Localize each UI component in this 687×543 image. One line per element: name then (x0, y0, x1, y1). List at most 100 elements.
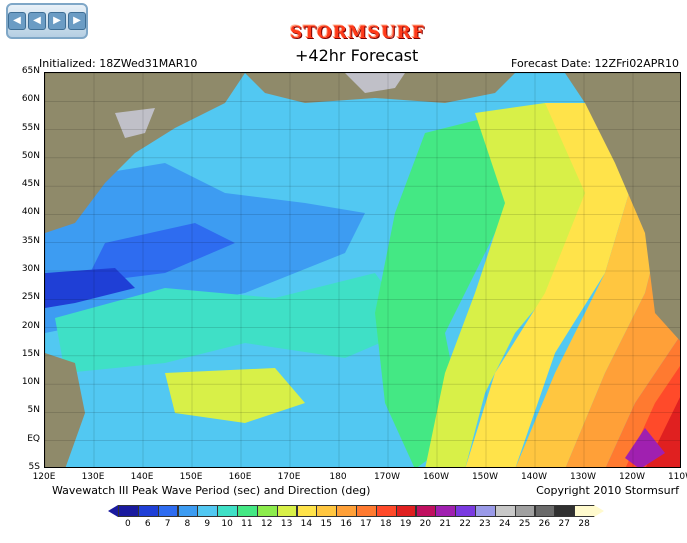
scale-label: 22 (459, 519, 471, 529)
scale-swatch (316, 505, 338, 517)
longitude-label: 170E (277, 472, 301, 482)
scale-swatch (157, 505, 179, 517)
scale-label: 6 (144, 519, 151, 529)
scale-swatch (415, 505, 437, 517)
latitude-label: 30N (21, 264, 40, 274)
ice-arctic (345, 73, 405, 93)
latitude-label: 35N (21, 235, 40, 246)
longitude-label: 160E (228, 472, 252, 482)
map-canvas (45, 73, 680, 467)
land-north-america (565, 73, 680, 341)
latitude-label: 60N (21, 94, 40, 105)
scale-label: 15 (320, 519, 332, 529)
latitude-label: 5N (27, 405, 40, 416)
scale-swatch (435, 505, 457, 517)
region-15s (515, 103, 665, 467)
scale-swatch (197, 505, 219, 517)
scale-label: 27 (558, 519, 570, 529)
scale-swatch (475, 505, 496, 517)
scale-swatch (296, 505, 318, 517)
scale-label: 17 (360, 519, 372, 529)
longitude-label: 130E (81, 472, 105, 482)
scale-label: 24 (499, 519, 511, 529)
scale-max-arrow (594, 505, 604, 517)
region-14s (465, 103, 635, 467)
scale-label: 20 (419, 519, 432, 529)
scale-swatch (455, 505, 476, 517)
first-frame-button[interactable]: ◀ (8, 12, 26, 30)
scale-swatch (574, 505, 595, 517)
nav-button-group: ◀ ◀ ▶ ▶ (6, 3, 88, 39)
latitude-label: 55N (21, 122, 40, 133)
latitude-label: 40N (21, 207, 40, 218)
scale-swatch (237, 505, 258, 517)
longitude-label: 170W (373, 472, 401, 482)
latitude-label: 15N (21, 348, 40, 359)
scale-swatch (375, 505, 397, 517)
region-21s (625, 428, 665, 467)
region-11s (375, 113, 515, 467)
scale-label: 25 (518, 519, 531, 529)
scale-label: 11 (241, 519, 253, 529)
region-7s (85, 223, 235, 283)
scale-label: 16 (340, 519, 352, 529)
forecast-date: Forecast Date: 12ZFri02APR10 (511, 57, 679, 70)
scale-label: 13 (280, 519, 293, 529)
scale-label: 23 (479, 519, 491, 529)
map-caption: Wavewatch III Peak Wave Period (sec) and… (52, 484, 371, 497)
latitude-label: 10N (21, 377, 40, 388)
latitude-label: 50N (21, 150, 40, 161)
longitude-label: 180 (329, 472, 347, 482)
scale-label: 10 (221, 519, 233, 529)
last-frame-button[interactable]: ▶ (68, 12, 86, 30)
region-13s-east (425, 103, 605, 467)
scale-swatch (276, 505, 298, 517)
wave-period-map (44, 72, 681, 468)
initialized-time: Initialized: 18ZWed31MAR10 (39, 57, 198, 70)
scale-label: 0 (125, 519, 131, 529)
color-scale (108, 505, 604, 517)
scale-swatch (494, 505, 516, 517)
scale-swatch (118, 505, 139, 517)
latitude-label: 65N (21, 66, 40, 76)
scale-swatch (177, 505, 199, 517)
latitude-label: 25N (21, 292, 40, 303)
scale-label: 12 (261, 519, 273, 529)
land-asia (45, 73, 245, 233)
longitude-label: 140W (520, 472, 548, 482)
scale-label: 8 (184, 519, 191, 529)
longitude-label: 120W (618, 472, 646, 482)
scale-swatch (356, 505, 377, 517)
scale-label: 21 (439, 519, 451, 529)
graticule (45, 73, 680, 467)
scale-label: 28 (578, 519, 590, 529)
region-6s (45, 268, 135, 308)
scale-swatch (554, 505, 576, 517)
scale-swatch (137, 505, 159, 517)
scale-swatch (534, 505, 556, 517)
longitude-label: 150W (471, 472, 499, 482)
latitude-label: EQ (27, 433, 40, 444)
scale-swatch (217, 505, 238, 517)
previous-frame-button[interactable]: ◀ (28, 12, 46, 30)
scale-swatch (395, 505, 417, 517)
latitude-label: 20N (21, 320, 40, 331)
scale-label: 18 (380, 519, 392, 529)
scale-label: 19 (399, 519, 412, 529)
longitude-label: 150E (179, 472, 203, 482)
scale-label: 14 (300, 519, 313, 529)
ice-okhotsk (115, 108, 155, 138)
longitude-label: 140E (130, 472, 154, 482)
region-10s (55, 273, 415, 373)
next-frame-button[interactable]: ▶ (48, 12, 66, 30)
scale-min-arrow (108, 505, 118, 517)
region-13s (165, 368, 305, 423)
latitude-label: 45N (21, 179, 40, 190)
longitude-label: 160W (422, 472, 450, 482)
latitude-label: 5S (28, 462, 40, 472)
land-philippines (45, 353, 85, 467)
scale-swatch (514, 505, 536, 517)
scale-label: 9 (204, 519, 211, 529)
forecast-title: +42hr Forecast (295, 46, 419, 65)
